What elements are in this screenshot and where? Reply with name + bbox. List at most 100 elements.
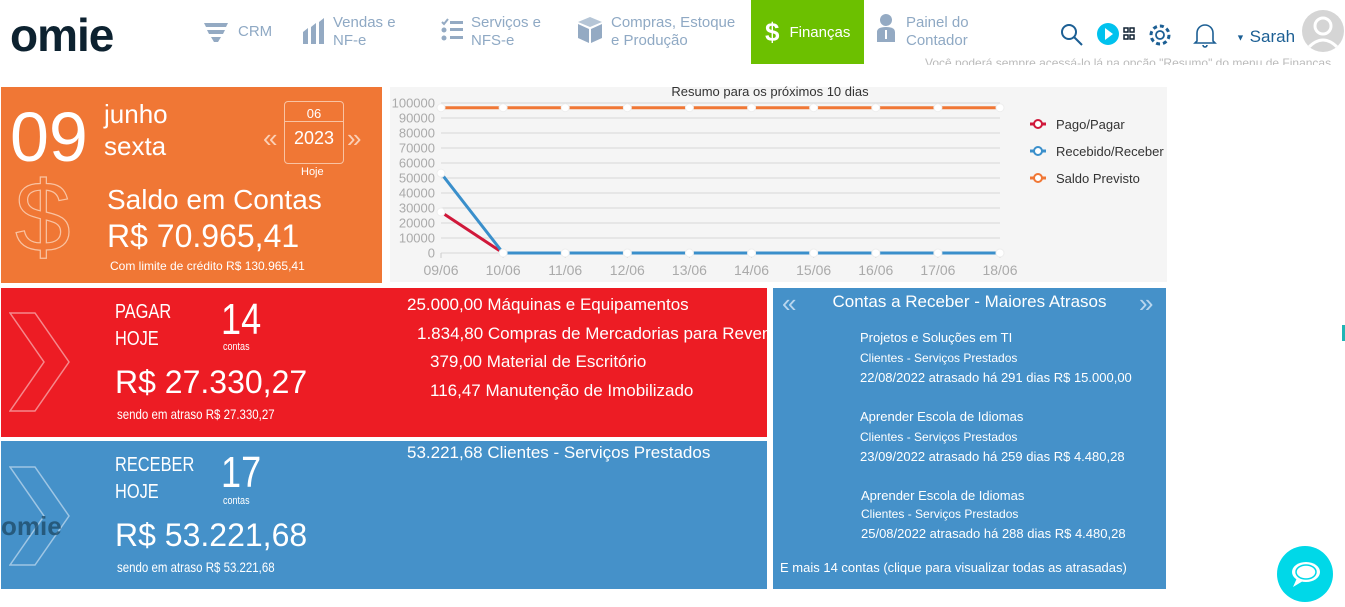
legend-marker bbox=[1033, 146, 1043, 156]
y-tick-label: 30000 bbox=[399, 201, 435, 216]
legend-label: Saldo Previsto bbox=[1056, 171, 1140, 186]
data-point bbox=[684, 248, 694, 258]
funnel-icon bbox=[204, 23, 228, 42]
pagar-value: R$ 27.330,27 bbox=[115, 364, 308, 400]
omie-logo[interactable]: omie bbox=[10, 9, 114, 61]
chat-button[interactable] bbox=[1277, 546, 1333, 602]
next-date-icon[interactable]: » bbox=[347, 123, 362, 153]
receber-hoje-card[interactable]: omie RECEBER HOJE 17 contas R$ 53.221,68 … bbox=[1, 441, 767, 589]
data-point bbox=[436, 168, 446, 178]
series-line bbox=[439, 172, 1000, 255]
y-tick-label: 10000 bbox=[399, 231, 435, 246]
pagar-title: PAGAR HOJE bbox=[115, 301, 172, 350]
data-point bbox=[498, 103, 508, 113]
y-tick-label: 20000 bbox=[399, 216, 435, 231]
list-item: 116,47 Manutenção de Imobilizado bbox=[430, 380, 694, 400]
data-point bbox=[622, 103, 632, 113]
y-tick-label: 50000 bbox=[399, 171, 435, 186]
data-point bbox=[995, 103, 1005, 113]
prev-icon[interactable]: « bbox=[782, 288, 797, 318]
box-icon bbox=[578, 17, 602, 43]
chat-bubble-icon bbox=[1292, 562, 1320, 587]
data-point bbox=[871, 103, 881, 113]
data-point bbox=[684, 103, 694, 113]
nav-vendas[interactable]: Vendas e NF-e bbox=[301, 14, 396, 50]
data-point bbox=[995, 248, 1005, 258]
side-handle[interactable] bbox=[1342, 325, 1345, 341]
credit-limit: Com limite de crédito R$ 130.965,41 bbox=[110, 259, 305, 273]
nav-label: NFS-e bbox=[471, 32, 515, 49]
chart-canvas: 0100002000030000400005000060000700008000… bbox=[392, 96, 1165, 279]
bar-chart-icon bbox=[303, 18, 324, 44]
receber-title: RECEBER HOJE bbox=[115, 454, 195, 503]
x-tick-label: 18/06 bbox=[982, 262, 1017, 278]
more-link[interactable]: E mais 14 contas (clique para visualizar… bbox=[780, 560, 1127, 575]
nav-servicos[interactable]: Serviços e NFS-e bbox=[441, 14, 541, 50]
saldo-value: R$ 70.965,41 bbox=[107, 218, 300, 254]
atraso-item[interactable]: Aprender Escola de Idiomas Clientes - Ser… bbox=[861, 488, 1126, 541]
person-icon bbox=[877, 14, 895, 42]
chevron-right-icon bbox=[9, 312, 70, 412]
omie-watermark: omie bbox=[1, 511, 62, 541]
y-tick-label: 70000 bbox=[399, 141, 435, 156]
play-apps-icon[interactable] bbox=[1096, 22, 1138, 46]
y-tick-label: 100000 bbox=[392, 96, 435, 111]
nav-label: CRM bbox=[238, 23, 273, 40]
chart-title: Resumo para os próximos 10 dias bbox=[671, 84, 869, 99]
hint-text: Você poderá sempre acessá-lo lá na opção… bbox=[925, 56, 1332, 65]
x-tick-label: 13/06 bbox=[672, 262, 707, 278]
nav-label: Serviços e bbox=[471, 14, 542, 31]
calendar-icon[interactable]: 06 2023 bbox=[284, 101, 344, 164]
gear-icon[interactable] bbox=[1147, 22, 1173, 48]
x-tick-label: 17/06 bbox=[920, 262, 955, 278]
x-tick-label: 11/06 bbox=[548, 262, 582, 278]
pagar-late: sendo em atraso R$ 27.330,27 bbox=[117, 406, 275, 422]
y-tick-label: 0 bbox=[428, 246, 435, 261]
list-item: 379,00 Material de Escritório bbox=[430, 352, 647, 371]
atraso-item[interactable]: Projetos e Soluções em TI Clientes - Serv… bbox=[860, 330, 1132, 385]
user-name: Sarah bbox=[1249, 27, 1296, 46]
x-tick-label: 16/06 bbox=[858, 262, 893, 278]
data-point bbox=[622, 248, 632, 258]
user-menu[interactable]: ▼ Sarah bbox=[1236, 27, 1295, 47]
nav-compras[interactable]: Compras, Estoque e Produção bbox=[577, 14, 735, 50]
nav-label: e Produção bbox=[611, 32, 688, 49]
avatar[interactable] bbox=[1302, 10, 1344, 52]
data-point bbox=[809, 103, 819, 113]
chevron-right-icon bbox=[9, 466, 70, 566]
saldo-label: Saldo em Contas bbox=[107, 184, 322, 215]
legend-label: Pago/Pagar bbox=[1056, 117, 1125, 132]
pagar-hoje-card[interactable]: PAGAR HOJE 14 contas R$ 27.330,27 sendo e… bbox=[1, 288, 767, 437]
pagar-count-label: contas bbox=[223, 341, 250, 353]
panel-title: Contas a Receber - Maiores Atrasos bbox=[832, 292, 1107, 311]
x-tick-label: 10/06 bbox=[486, 262, 521, 278]
prev-date-icon[interactable]: « bbox=[263, 123, 278, 153]
data-point bbox=[498, 248, 508, 258]
nav-label: Compras, Estoque bbox=[611, 14, 736, 31]
legend-marker bbox=[1033, 173, 1043, 183]
date-balance-card: 09 junho sexta « » 06 2023 Hoje $ Saldo … bbox=[1, 87, 382, 283]
nav-label: Vendas e bbox=[333, 14, 396, 31]
next-icon[interactable]: » bbox=[1139, 288, 1154, 318]
receber-count-label: contas bbox=[223, 495, 250, 507]
checklist-icon bbox=[441, 18, 463, 41]
data-point bbox=[871, 248, 881, 258]
pagar-items: 25.000,00 Máquinas e Equipamentos 1.834,… bbox=[407, 291, 767, 405]
bell-icon[interactable] bbox=[1193, 22, 1217, 48]
list-item: 25.000,00 Máquinas e Equipamentos bbox=[407, 295, 689, 314]
data-point bbox=[560, 248, 570, 258]
data-point bbox=[933, 103, 943, 113]
nav-financas[interactable]: $ Finanças bbox=[751, 0, 864, 64]
data-point bbox=[933, 248, 943, 258]
nav-label: Contador bbox=[906, 32, 968, 49]
caret-down-icon: ▼ bbox=[1236, 32, 1245, 43]
today-button[interactable]: Hoje bbox=[301, 166, 324, 178]
dollar-icon: $ bbox=[765, 16, 780, 47]
search-icon[interactable] bbox=[1060, 23, 1084, 47]
nav-crm[interactable]: CRM bbox=[204, 22, 272, 42]
data-point bbox=[436, 207, 446, 217]
list-item: 53.221,68 Clientes - Serviços Prestados bbox=[407, 443, 711, 462]
nav-painel-contador[interactable]: Painel do Contador bbox=[876, 14, 969, 50]
atraso-item[interactable]: Aprender Escola de Idiomas Clientes - Ser… bbox=[860, 409, 1125, 464]
nav-label: Painel do bbox=[906, 14, 969, 31]
